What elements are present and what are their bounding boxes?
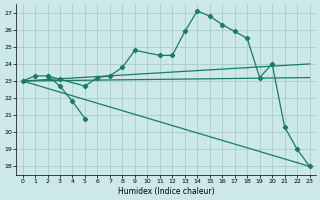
X-axis label: Humidex (Indice chaleur): Humidex (Indice chaleur): [118, 187, 214, 196]
